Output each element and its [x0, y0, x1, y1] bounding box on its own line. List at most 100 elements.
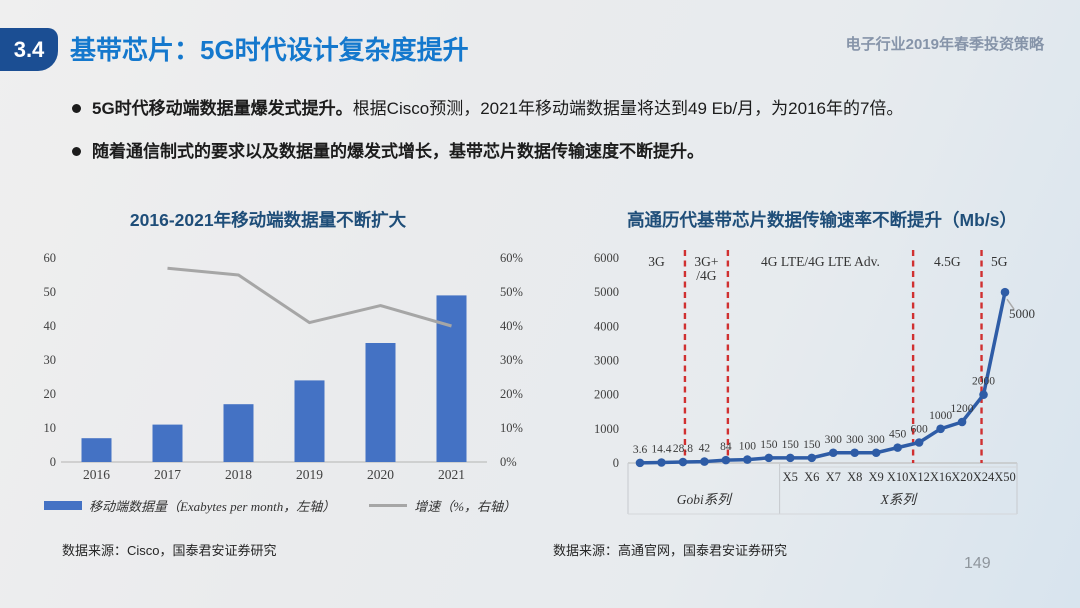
svg-text:14.4: 14.4: [651, 444, 671, 456]
svg-text:2021: 2021: [438, 467, 465, 482]
svg-text:1000: 1000: [594, 422, 619, 436]
svg-text:84: 84: [720, 441, 732, 453]
speed-points: [635, 287, 1010, 468]
svg-text:40: 40: [44, 319, 57, 333]
point-42: [700, 457, 709, 466]
svg-text:X16: X16: [930, 470, 952, 484]
svg-text:3G+: 3G+: [694, 254, 718, 269]
svg-text:150: 150: [803, 439, 821, 451]
point-X9: [871, 448, 881, 458]
svg-text:40%: 40%: [500, 319, 523, 333]
svg-text:Gobi系列: Gobi系列: [677, 492, 734, 507]
svg-text:3.6: 3.6: [633, 444, 648, 456]
speed-line: [639, 291, 1007, 465]
growth-rate-line: [167, 266, 452, 328]
svg-text:1200: 1200: [951, 403, 974, 415]
svg-text:X9: X9: [869, 470, 884, 484]
svg-text:5G: 5G: [991, 254, 1008, 269]
svg-text:28.8: 28.8: [673, 443, 693, 455]
left-chart-title: 2016-2021年移动端数据量不断扩大: [129, 210, 407, 230]
svg-text:60: 60: [44, 251, 57, 265]
svg-text:4G LTE/4G LTE Adv.: 4G LTE/4G LTE Adv.: [761, 254, 880, 269]
svg-text:10%: 10%: [500, 421, 523, 435]
bullet-item-1: 5G时代移动端数据量爆发式提升。根据Cisco预测，2021年移动端数据量将达到…: [72, 97, 1032, 120]
legend-item: 移动端数据量（Exabytes per month，左轴）: [43, 496, 336, 515]
legend-label: 增速（%，右轴）: [414, 499, 517, 514]
point-X16: [936, 424, 945, 434]
bullet-icon: [72, 147, 81, 156]
mobile-data-bars: [81, 295, 467, 462]
svg-text:6000: 6000: [594, 251, 619, 265]
bar-2016: [81, 438, 112, 462]
svg-text:2019: 2019: [296, 467, 323, 482]
svg-text:30%: 30%: [500, 353, 523, 367]
legend-bar-swatch: [43, 501, 82, 510]
legend-line-swatch: [369, 504, 408, 507]
svg-text:X10: X10: [887, 470, 909, 484]
svg-text:10: 10: [44, 421, 57, 435]
bullet-icon: [72, 104, 81, 113]
bullet-rest: 根据Cisco预测，2021年移动端数据量将达到49 Eb/月，为2016年的7…: [352, 99, 904, 118]
svg-text:2016: 2016: [83, 467, 110, 482]
bar-2019: [294, 380, 325, 462]
point-100: [743, 455, 752, 464]
left-chart-legend: 移动端数据量（Exabytes per month，左轴） 增速（%，右轴）: [40, 496, 520, 515]
point-X20: [957, 417, 967, 427]
bullet-item-2: 随着通信制式的要求以及数据量的爆发式增长，基带芯片数据传输速度不断提升。: [72, 140, 1032, 163]
svg-text:20%: 20%: [500, 387, 523, 401]
svg-text:50%: 50%: [500, 285, 523, 299]
generation-dividers: [683, 250, 983, 463]
bullet-lead: 随着通信制式的要求以及数据量的爆发式增长，基带芯片数据传输速度不断提升。: [92, 142, 704, 161]
svg-text:5000: 5000: [594, 285, 619, 299]
svg-text:150: 150: [782, 439, 800, 451]
point-3.6: [635, 458, 645, 468]
point-X50: [1000, 287, 1010, 297]
bar-2018: [223, 404, 254, 462]
svg-text:5000: 5000: [1009, 306, 1035, 321]
svg-text:100: 100: [739, 441, 757, 453]
left-chart-x-labels: 2016 2017 2018 2019 2020 2021: [83, 467, 465, 482]
speed-value-labels: 3.6 14.4 28.8 42 84 100 150 150 150 300 300 300 450 6…: [633, 298, 1035, 456]
svg-text:X24: X24: [973, 470, 995, 484]
point-X10: [893, 443, 902, 452]
left-chart-source: 数据来源：Cisco，国泰君安证券研究: [62, 543, 277, 558]
bar-2017: [152, 424, 183, 462]
right-chart-title: 高通历代基带芯片数据传输速率不断提升（Mb/s）: [627, 210, 1017, 230]
point-X5: [785, 453, 795, 463]
svg-text:X系列: X系列: [880, 492, 919, 507]
svg-text:2000: 2000: [972, 376, 995, 388]
svg-text:2020: 2020: [367, 467, 394, 482]
svg-text:30: 30: [44, 353, 57, 367]
bar-2021: [436, 295, 467, 462]
svg-text:0: 0: [50, 455, 56, 469]
model-axis-table: X5 X6 X7 X8 X9 X10 X12 X16 X20 X24 X50 Gobi系列 X系列: [627, 463, 1018, 515]
svg-text:42: 42: [699, 443, 711, 455]
svg-text:300: 300: [868, 434, 886, 446]
point-14.4: [657, 458, 666, 467]
svg-text:150: 150: [760, 439, 778, 451]
point-84: [721, 455, 731, 465]
svg-text:4000: 4000: [594, 319, 619, 333]
point-X8: [850, 448, 860, 458]
svg-text:50: 50: [44, 285, 57, 299]
legend-item: 增速（%，右轴）: [369, 496, 516, 515]
generation-labels: 3G 3G+/4G 4G LTE/4G LTE Adv. 4.5G 5G: [648, 254, 1008, 283]
svg-text:X20: X20: [951, 470, 973, 484]
point-X12: [914, 438, 924, 447]
deck-title: 电子行业2019年春季投资策略: [845, 36, 1044, 53]
right-chart-source: 数据来源：高通官网，国泰君安证券研究: [553, 543, 788, 558]
point-X24: [979, 390, 988, 399]
bar-2020: [365, 343, 396, 462]
svg-text:3000: 3000: [594, 354, 619, 368]
legend-label: 移动端数据量（Exabytes per month，左轴）: [88, 499, 336, 514]
right-chart: 0 1000 2000 3000 4000 5000 6000 3G 3G+/4G 4G LTE/…: [594, 250, 1035, 515]
svg-text:X5: X5: [783, 470, 798, 484]
svg-text:0%: 0%: [500, 455, 517, 469]
point-X6: [807, 453, 817, 463]
point-28.8: [678, 457, 688, 467]
svg-text:X50: X50: [994, 470, 1016, 484]
point-150: [764, 453, 774, 463]
right-chart-axes: 0 1000 2000 3000 4000 5000 6000: [594, 251, 1017, 470]
svg-text:X8: X8: [847, 470, 862, 484]
